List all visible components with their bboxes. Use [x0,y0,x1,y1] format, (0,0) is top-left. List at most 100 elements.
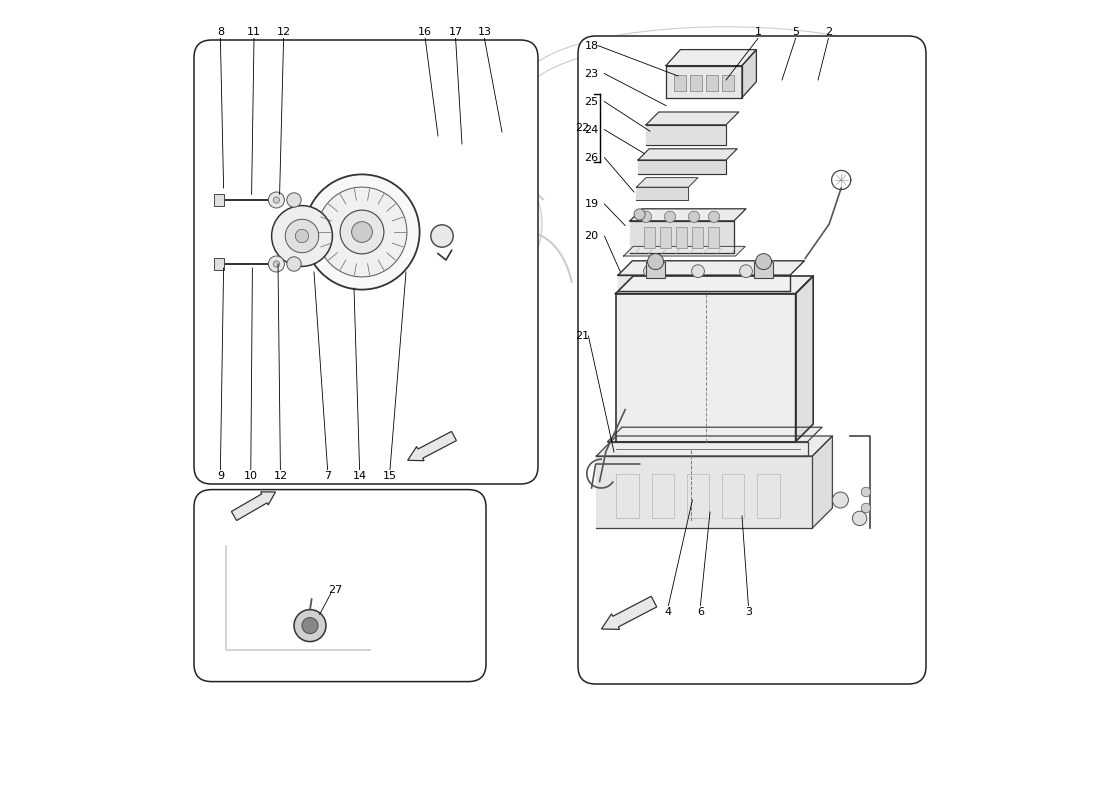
Bar [708,227,718,248]
Bar [214,258,223,270]
Polygon shape [666,66,743,98]
Text: 25: 25 [584,97,598,106]
Circle shape [708,211,719,222]
Circle shape [664,211,675,222]
Circle shape [852,511,867,526]
Bar [757,474,780,518]
Polygon shape [637,178,698,187]
Polygon shape [795,276,813,442]
Bar [616,474,639,518]
Polygon shape [624,246,745,256]
Circle shape [756,254,771,270]
Circle shape [861,487,871,497]
Bar [676,227,686,248]
Bar [690,75,702,91]
Text: 17: 17 [449,27,463,37]
Circle shape [398,152,542,296]
Polygon shape [596,436,833,456]
Text: 14: 14 [352,471,366,481]
Circle shape [833,492,848,508]
Text: 19: 19 [584,199,598,209]
Text: 3: 3 [745,607,752,617]
Polygon shape [813,436,833,528]
Polygon shape [638,149,737,160]
Circle shape [272,206,332,266]
Circle shape [739,265,752,278]
Circle shape [340,210,384,254]
Bar [651,474,674,518]
Polygon shape [618,261,804,275]
Bar [674,75,686,91]
Bar [754,262,773,278]
Circle shape [488,182,507,202]
Text: 23: 23 [584,69,598,78]
Polygon shape [646,112,739,125]
Circle shape [352,222,373,242]
Bar [692,227,703,248]
Circle shape [431,225,453,247]
Text: 5: 5 [792,27,799,37]
Polygon shape [637,187,689,200]
Circle shape [268,192,285,208]
Text: 20: 20 [584,231,598,241]
Polygon shape [646,125,726,145]
Text: 8: 8 [217,27,224,37]
Circle shape [634,209,646,220]
FancyArrow shape [602,596,657,630]
Circle shape [302,618,318,634]
Bar [660,227,671,248]
Text: eurospares: eurospares [671,275,837,301]
Text: 7: 7 [324,471,331,481]
Text: 4: 4 [664,607,672,617]
Text: 21: 21 [575,331,590,341]
Circle shape [861,503,871,513]
Circle shape [273,261,279,267]
Text: eurospares: eurospares [222,227,389,253]
Polygon shape [607,442,807,456]
Text: eurospares: eurospares [226,609,322,623]
Text: 13: 13 [477,27,492,37]
Text: 12: 12 [276,27,290,37]
Polygon shape [607,427,822,442]
Circle shape [317,187,407,277]
Text: 18: 18 [584,41,598,50]
Bar [686,474,710,518]
Polygon shape [616,294,795,442]
Polygon shape [666,50,757,66]
Text: 11: 11 [248,27,261,37]
Bar [645,227,654,248]
Text: 12: 12 [273,471,287,481]
Circle shape [287,257,301,271]
Text: 9: 9 [217,471,224,481]
Text: 1: 1 [755,27,761,37]
Polygon shape [616,276,813,294]
Polygon shape [630,209,746,221]
FancyArrow shape [231,492,275,521]
Circle shape [268,256,285,272]
Circle shape [285,219,319,253]
Circle shape [689,211,700,222]
Circle shape [305,174,419,290]
Text: 16: 16 [418,27,432,37]
Bar [722,75,734,91]
Circle shape [640,211,651,222]
Text: 27: 27 [329,586,343,595]
FancyArrow shape [408,431,456,461]
Circle shape [490,152,506,168]
Text: 10: 10 [244,471,257,481]
FancyBboxPatch shape [194,490,486,682]
Circle shape [295,230,309,242]
Circle shape [692,265,704,278]
Circle shape [644,265,657,278]
Bar [706,75,718,91]
Text: eurospares: eurospares [671,571,837,597]
Bar [646,262,666,278]
Text: 2: 2 [825,27,832,37]
Polygon shape [596,456,813,528]
FancyBboxPatch shape [578,36,926,684]
Text: 24: 24 [584,125,598,134]
FancyBboxPatch shape [194,40,538,484]
Circle shape [287,193,301,207]
Circle shape [648,254,663,270]
Text: 15: 15 [383,471,397,481]
